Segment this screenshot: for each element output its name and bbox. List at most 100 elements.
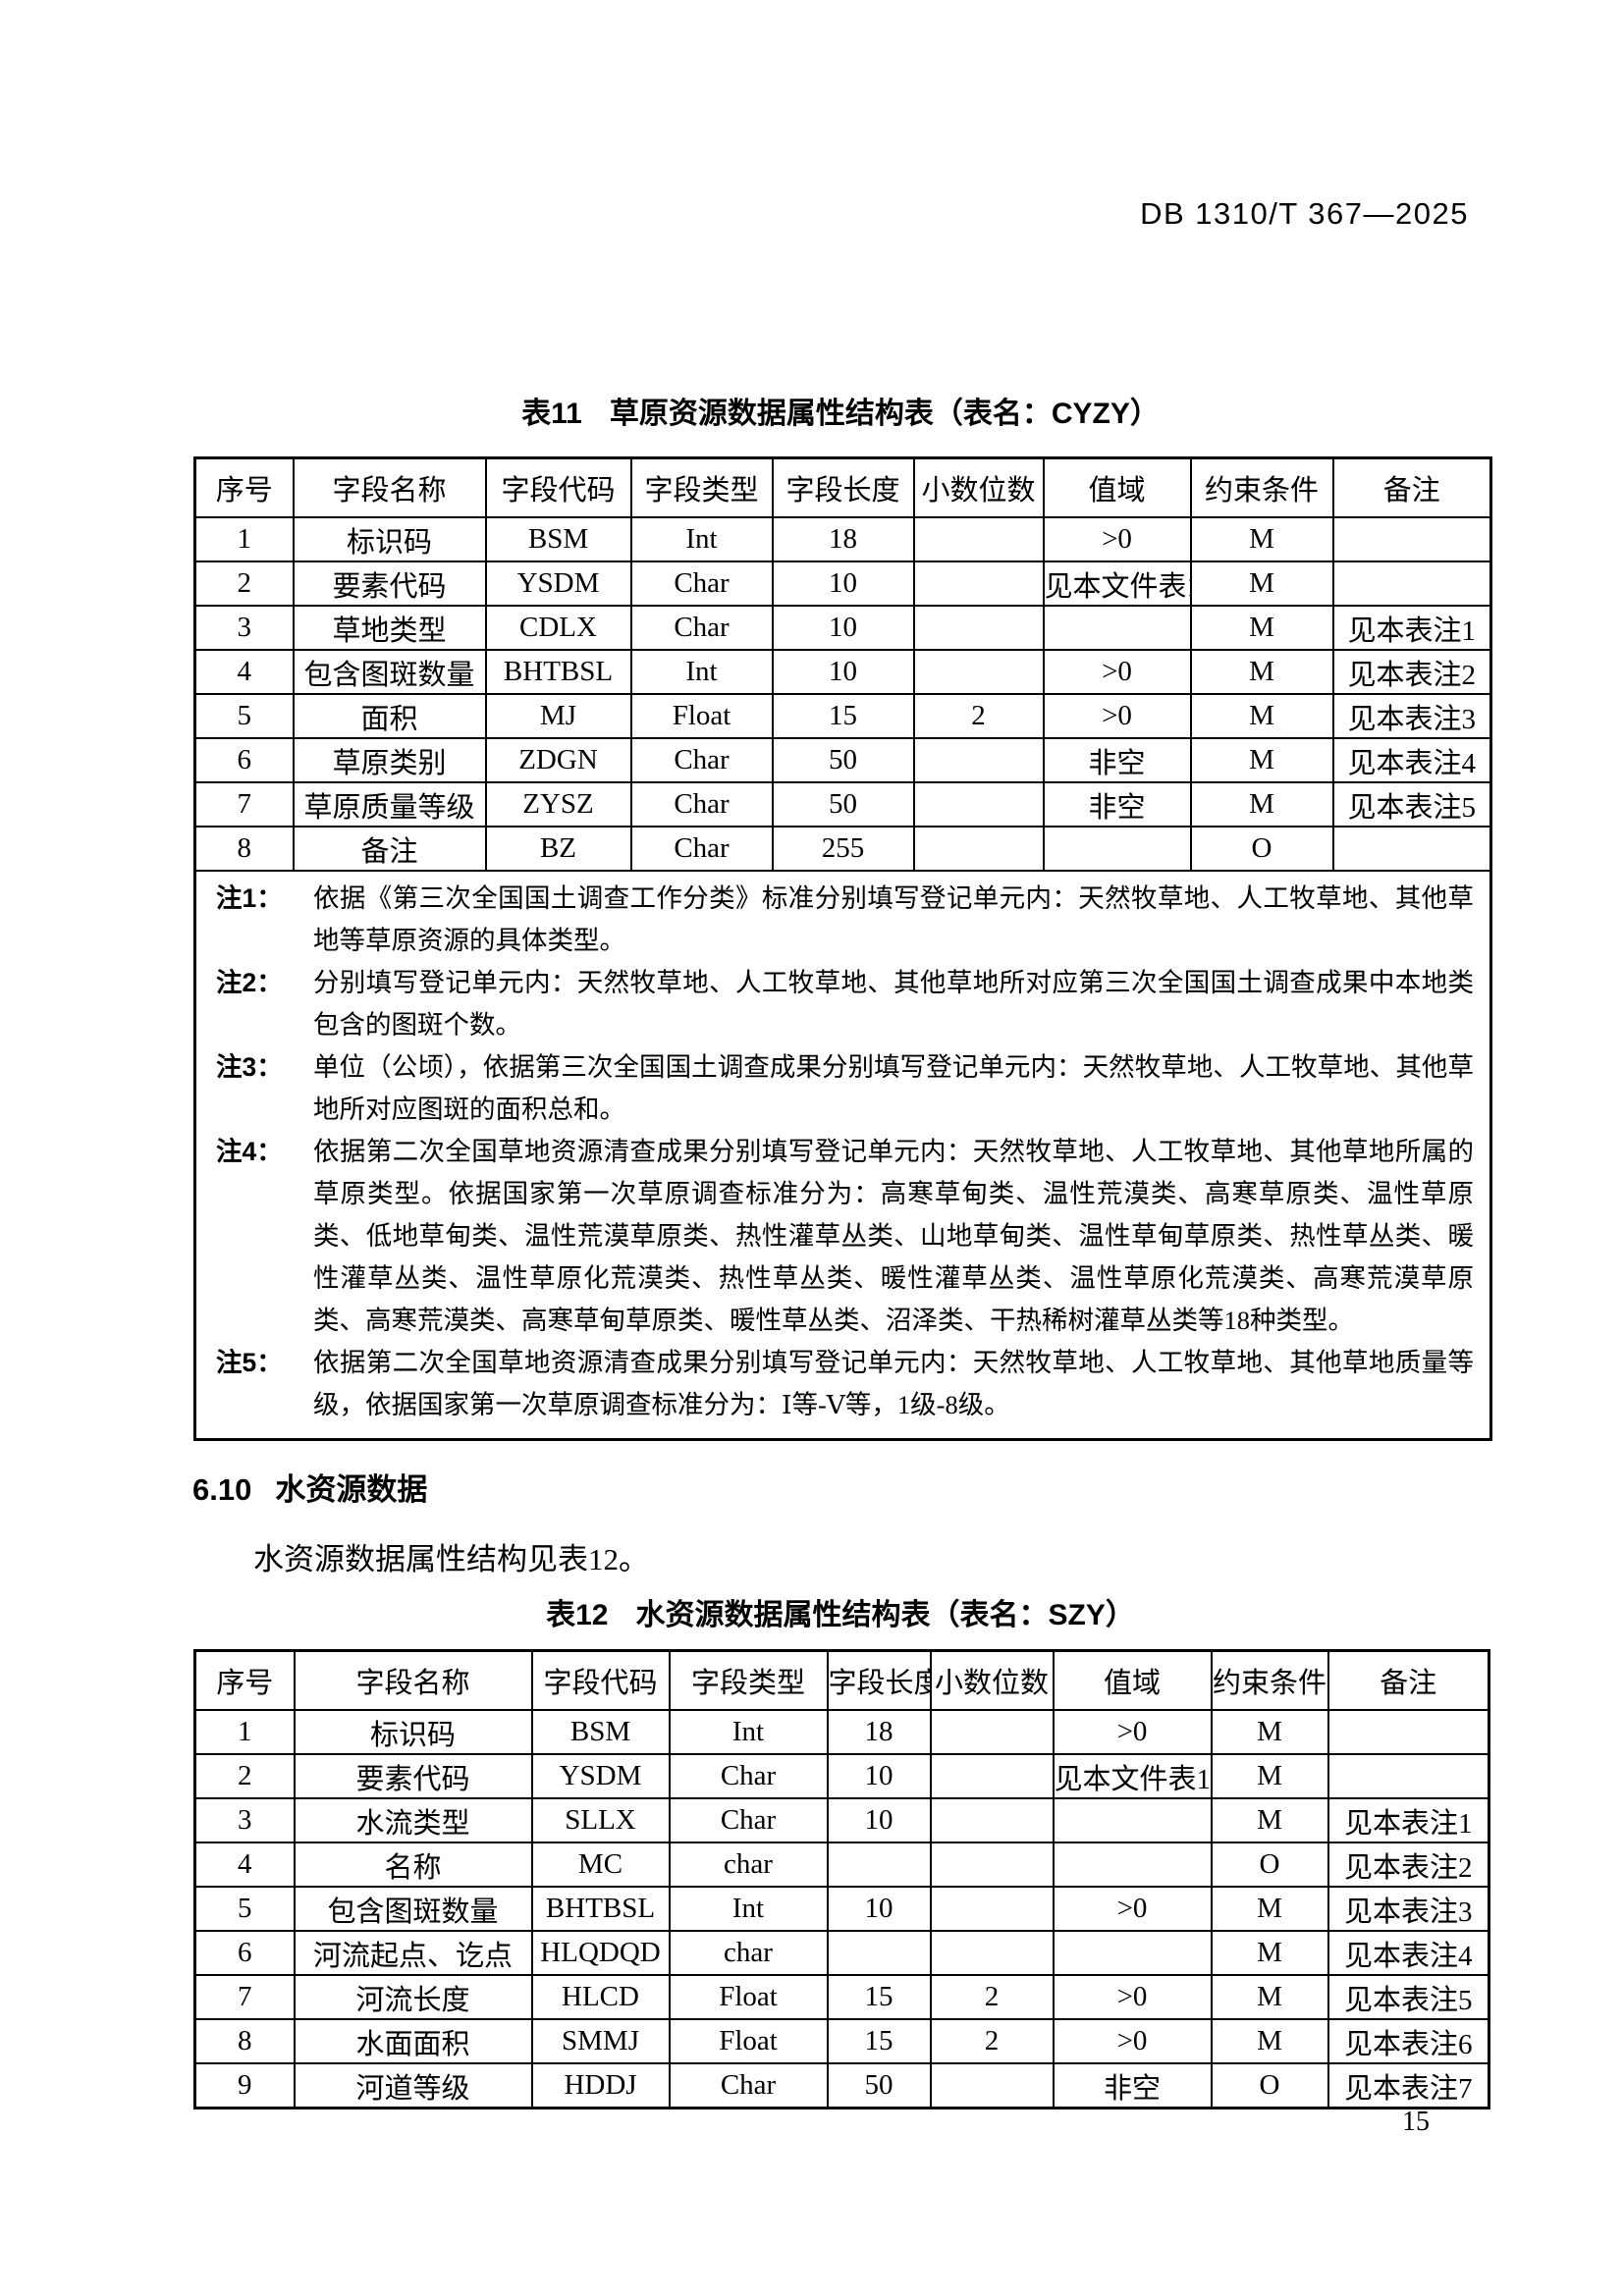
table-cell: >0 bbox=[1052, 2018, 1213, 2064]
table-cell bbox=[929, 1797, 1055, 1843]
header-cell: 字段类型 bbox=[668, 1649, 829, 1711]
table-cell: 7 bbox=[193, 1974, 296, 2020]
table-cell bbox=[912, 605, 1045, 651]
table-cell: 15 bbox=[826, 1974, 932, 2020]
table11: 序号 字段名称 字段代码 字段类型 字段长度 小数位数 值域 约束条件 备注 1 标识码 BSM Int… bbox=[193, 456, 1492, 1441]
table-cell: >0 bbox=[1042, 693, 1192, 739]
table-cell: Char bbox=[629, 605, 774, 651]
note-text: 分别填写登记单元内：天然牧草地、人工牧草地、其他草地所对应第三次全国国土调查成果… bbox=[313, 968, 1474, 1040]
table-row: 3 水流类型 SLLX Char 10 M 见本表注1 bbox=[193, 1797, 1490, 1843]
header-cell: 字段名称 bbox=[292, 456, 487, 518]
header-cell: 值域 bbox=[1052, 1649, 1213, 1711]
table-cell bbox=[929, 1842, 1055, 1888]
table-cell: char bbox=[668, 1930, 829, 1976]
table-cell: 见本表注2 bbox=[1326, 1842, 1490, 1888]
table-cell: O bbox=[1210, 1842, 1329, 1888]
table-cell: 见本表注1 bbox=[1326, 1797, 1490, 1843]
table12: 序号字段名称字段代码字段类型字段长度小数位数值域约束条件备注1标识码BSMInt… bbox=[193, 1649, 1490, 2109]
table-cell: 18 bbox=[771, 516, 915, 562]
note-text: 依据《第三次全国国土调查工作分类》标准分别填写登记单元内：天然牧草地、人工牧草地… bbox=[313, 883, 1474, 955]
table-cell bbox=[1326, 1709, 1490, 1755]
table-cell: 10 bbox=[826, 1753, 932, 1799]
table-row: 4 包含图斑数量 BHTBSL Int 10 >0 M 见本表注2 bbox=[193, 649, 1492, 695]
table-note: 注2： 分别填写登记单元内：天然牧草地、人工牧草地、其他草地所对应第三次全国国土调… bbox=[197, 962, 1474, 1046]
table-cell: Int bbox=[629, 516, 774, 562]
table-cell: Float bbox=[629, 693, 774, 739]
table-cell: 5 bbox=[193, 1886, 296, 1932]
table-cell: BZ bbox=[484, 826, 632, 872]
table-header-row: 序号字段名称字段代码字段类型字段长度小数位数值域约束条件备注 bbox=[193, 456, 1492, 518]
table-cell bbox=[929, 1709, 1055, 1755]
note-label: 注3： bbox=[216, 1052, 283, 1082]
table-notes-row: 注1： 依据《第三次全国国土调查工作分类》标准分别填写登记单元内：天然牧草地、人工… bbox=[193, 870, 1492, 1441]
table-cell bbox=[912, 561, 1045, 607]
body-paragraph: 水资源数据属性结构见表12。 bbox=[253, 1542, 649, 1576]
header-cell: 备注 bbox=[1326, 1649, 1490, 1711]
table12-caption: 表12 水资源数据属性结构表（表名：SZY） bbox=[193, 1596, 1488, 1635]
table-cell: Int bbox=[668, 1886, 829, 1932]
table-cell: 9 bbox=[193, 2062, 296, 2109]
table-cell: M bbox=[1210, 1709, 1329, 1755]
note-label: 注2： bbox=[216, 968, 283, 997]
note-label: 注5： bbox=[216, 1348, 283, 1377]
table-cell: >0 bbox=[1052, 1709, 1213, 1755]
table-cell bbox=[1331, 516, 1492, 562]
table-cell: M bbox=[1210, 1886, 1329, 1932]
table-cell: Char bbox=[668, 1797, 829, 1843]
table-cell: 5 bbox=[193, 693, 295, 739]
table-cell bbox=[826, 1930, 932, 1976]
table-cell: O bbox=[1210, 2062, 1329, 2109]
table-cell: 2 bbox=[912, 693, 1045, 739]
page-number: 15 bbox=[1402, 2107, 1430, 2137]
header-cell: 字段长度 bbox=[826, 1649, 932, 1711]
table-note: 注3： 单位（公顷），依据第三次全国国土调查成果分别填写登记单元内：天然牧草地、人… bbox=[197, 1046, 1474, 1131]
table-cell: Char bbox=[629, 781, 774, 828]
table-cell: 见本表注5 bbox=[1331, 781, 1492, 828]
table-cell: 标识码 bbox=[293, 1709, 533, 1755]
table-cell bbox=[1052, 1842, 1213, 1888]
table-cell: Char bbox=[629, 561, 774, 607]
table-row: 2 要素代码 YSDM Char 10 见本文件表1 M bbox=[193, 561, 1492, 607]
table12-caption-label: 表12 bbox=[546, 1599, 609, 1631]
table-cell: 草原类别 bbox=[292, 737, 487, 783]
table-cell bbox=[1331, 826, 1492, 872]
table-cell: 255 bbox=[771, 826, 915, 872]
table-cell bbox=[912, 781, 1045, 828]
table-cell: 18 bbox=[826, 1709, 932, 1755]
section-heading: 6.10 水资源数据 bbox=[192, 1465, 427, 1509]
table-cell bbox=[1042, 605, 1192, 651]
note-text: 单位（公顷），依据第三次全国国土调查成果分别填写登记单元内：天然牧草地、人工牧草… bbox=[313, 1052, 1474, 1124]
table-cell: 非空 bbox=[1052, 2062, 1213, 2109]
table-row: 5 包含图斑数量 BHTBSL Int 10 >0 M 见本表注3 bbox=[193, 1886, 1490, 1932]
note-text: 依据第二次全国草地资源清查成果分别填写登记单元内：天然牧草地、人工牧草地、其他草… bbox=[313, 1137, 1474, 1335]
table-cell: 10 bbox=[826, 1797, 932, 1843]
table-cell: M bbox=[1189, 605, 1334, 651]
table-cell: YSDM bbox=[530, 1753, 671, 1799]
table-cell: 15 bbox=[771, 693, 915, 739]
table-row: 2 要素代码 YSDM Char 10 见本文件表1 M bbox=[193, 1753, 1490, 1799]
table-cell: 包含图斑数量 bbox=[292, 649, 487, 695]
table-cell bbox=[1331, 561, 1492, 607]
table-cell: 3 bbox=[193, 1797, 296, 1843]
table-cell: 水面面积 bbox=[293, 2018, 533, 2064]
table-cell: 水流类型 bbox=[293, 1797, 533, 1843]
table-cell: 见本表注1 bbox=[1331, 605, 1492, 651]
table-cell: Int bbox=[629, 649, 774, 695]
table-cell: ZDGN bbox=[484, 737, 632, 783]
table-cell: 7 bbox=[193, 781, 295, 828]
table-row: 8 备注 BZ Char 255 O bbox=[193, 826, 1492, 872]
table-row: 1 标识码 BSM Int 18 >0 M bbox=[193, 1709, 1490, 1755]
table11-caption-label: 表11 bbox=[521, 398, 582, 430]
table-cell: 标识码 bbox=[292, 516, 487, 562]
table-row: 6 河流起点、讫点 HLQDQD char M 见本表注4 bbox=[193, 1930, 1490, 1976]
table-cell: Int bbox=[668, 1709, 829, 1755]
table-cell: 包含图斑数量 bbox=[293, 1886, 533, 1932]
table-cell: 见本表注2 bbox=[1331, 649, 1492, 695]
table-cell: Float bbox=[668, 2018, 829, 2064]
table-cell: 50 bbox=[826, 2062, 932, 2109]
table-cell bbox=[929, 1753, 1055, 1799]
table-cell: M bbox=[1189, 516, 1334, 562]
table-cell: 要素代码 bbox=[292, 561, 487, 607]
header-cell: 值域 bbox=[1042, 456, 1192, 518]
